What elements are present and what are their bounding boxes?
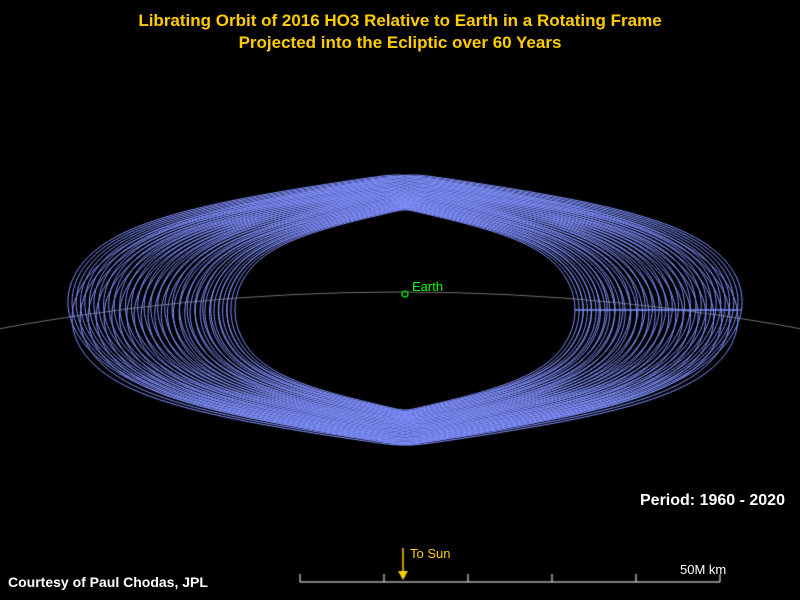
period-label: Period: 1960 - 2020 bbox=[640, 492, 785, 510]
orbit-diagram-canvas bbox=[0, 0, 800, 600]
credit-label: Courtesy of Paul Chodas, JPL bbox=[8, 574, 208, 590]
to-sun-label: To Sun bbox=[410, 546, 450, 561]
title-line-2: Projected into the Ecliptic over 60 Year… bbox=[239, 33, 562, 52]
title-line-1: Librating Orbit of 2016 HO3 Relative to … bbox=[138, 11, 661, 30]
earth-label: Earth bbox=[412, 279, 443, 294]
diagram-title: Librating Orbit of 2016 HO3 Relative to … bbox=[0, 10, 800, 54]
scale-bar-label: 50M km bbox=[680, 562, 726, 577]
